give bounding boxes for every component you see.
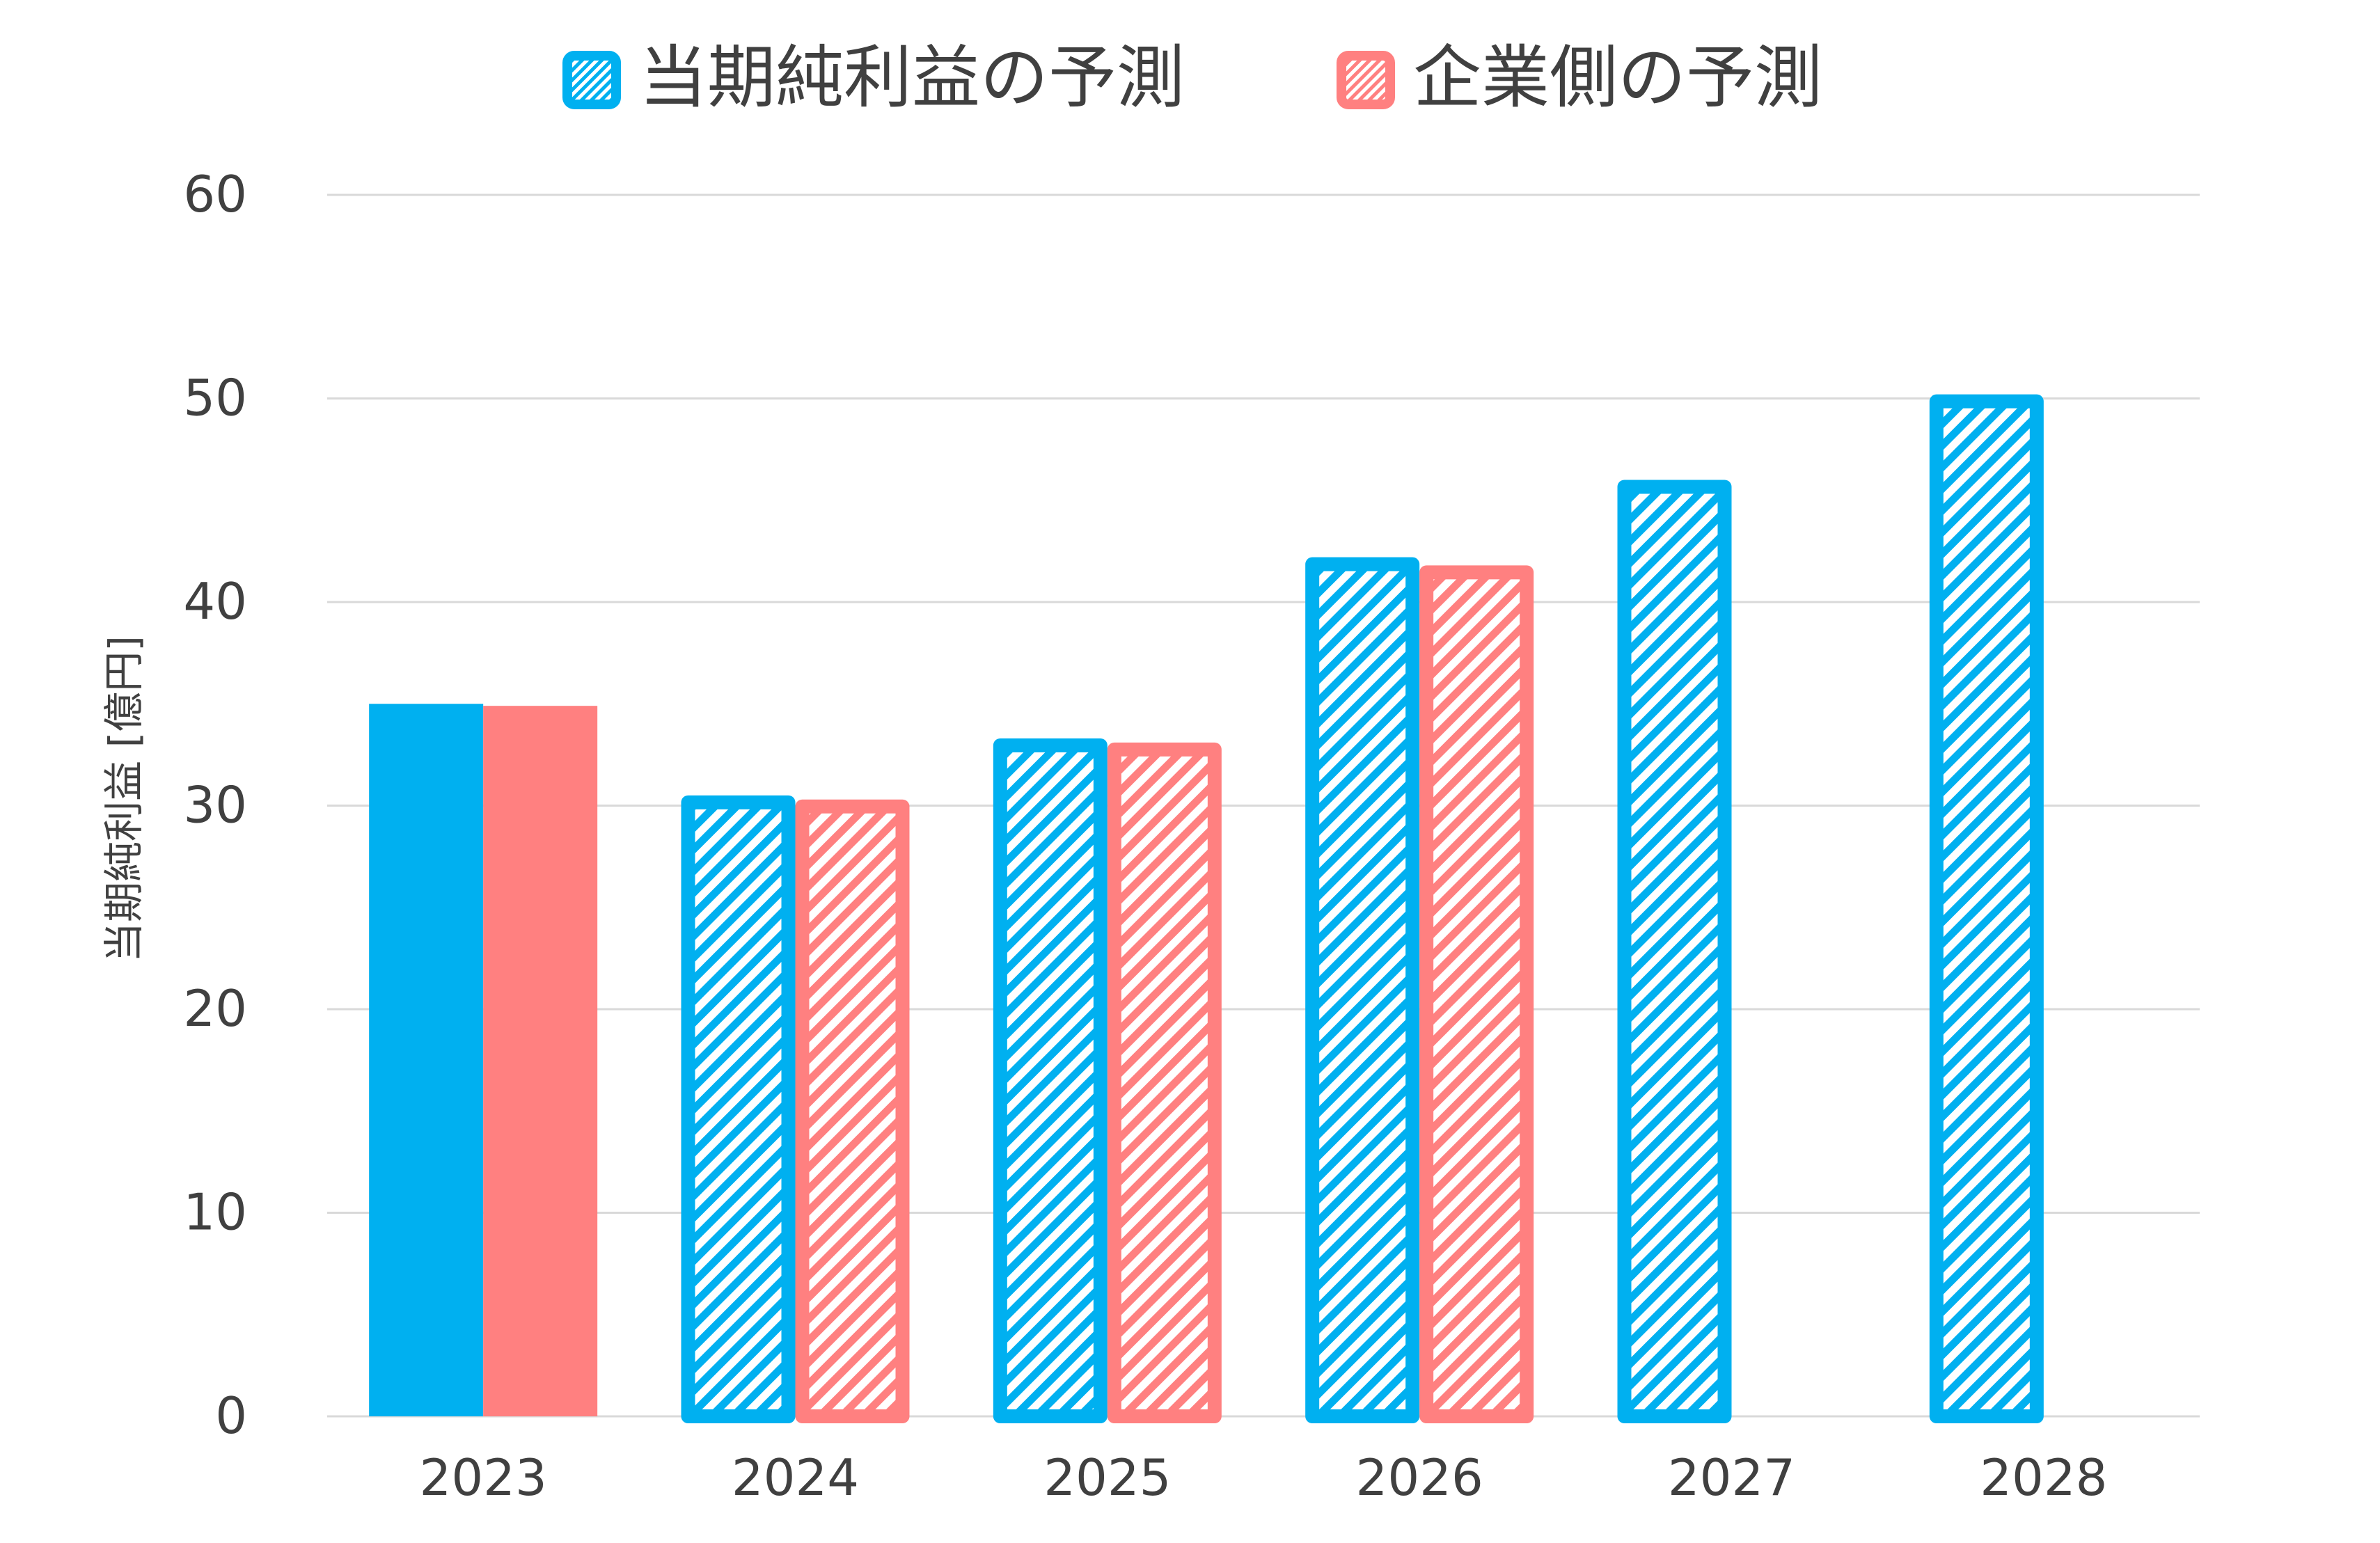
x-tick-label: 2023	[420, 1448, 547, 1507]
legend-swatch	[562, 51, 621, 109]
bar	[1305, 557, 1420, 1423]
y-axis-ticks: 0 10 20 30 40 50 60	[183, 165, 247, 1445]
bar	[795, 799, 910, 1423]
legend-swatch	[1337, 51, 1395, 109]
y-tick-label: 60	[183, 165, 247, 223]
legend-label: 企業側の予測	[1413, 38, 1822, 118]
y-tick-label: 0	[215, 1386, 247, 1445]
y-tick-label: 50	[183, 369, 247, 427]
bar	[1929, 394, 2044, 1423]
bars	[369, 394, 2044, 1423]
x-axis-ticks: 2023 2024 2025 2026 2027 2028	[420, 1448, 2108, 1507]
bar	[1107, 742, 1222, 1423]
bar	[1617, 480, 1732, 1423]
x-tick-label: 2028	[1980, 1448, 2107, 1507]
bar	[681, 795, 796, 1423]
bar	[1419, 565, 1534, 1423]
y-tick-label: 40	[183, 572, 247, 631]
gridlines	[327, 193, 2200, 1418]
y-tick-label: 30	[183, 776, 247, 834]
legend: 当期純利益の予測 企業側の予測	[562, 38, 1822, 118]
x-tick-label: 2026	[1356, 1448, 1483, 1507]
legend-item: 当期純利益の予測	[562, 38, 1185, 118]
legend-item: 企業側の予測	[1337, 38, 1822, 118]
x-tick-label: 2027	[1668, 1448, 1795, 1507]
x-tick-label: 2025	[1043, 1448, 1171, 1507]
bar	[993, 738, 1108, 1423]
y-tick-label: 10	[183, 1183, 247, 1242]
y-axis-title: 当期純利益 [億円]	[100, 635, 148, 963]
y-tick-label: 20	[183, 979, 247, 1038]
bar	[369, 704, 484, 1416]
x-tick-label: 2024	[732, 1448, 859, 1507]
bar	[483, 706, 598, 1416]
legend-label: 当期純利益の予測	[639, 38, 1185, 118]
